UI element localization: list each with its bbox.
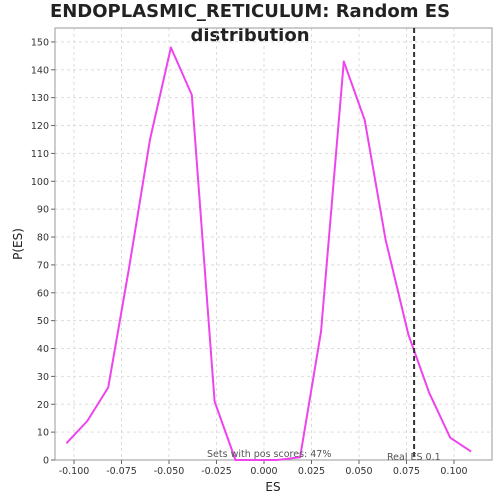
- y-tick-label: 90: [37, 205, 49, 216]
- x-tick-label: 0.075: [393, 466, 420, 477]
- plot-frame: [54, 27, 493, 461]
- y-tick-label: 80: [37, 233, 49, 244]
- y-tick-label: 30: [37, 372, 49, 383]
- y-tick-label: 10: [37, 428, 49, 439]
- y-axis: 0 10 20 30 40 50 60 70 80 90 100 110 120 130 140 150: [31, 37, 55, 467]
- x-axis: -0.100 -0.075 -0.050 -0.025 0.000 0.025 0.050 0…: [59, 460, 468, 477]
- es-distribution-line: [65, 46, 472, 461]
- real-es-annotation: Real ES 0.1: [387, 452, 441, 463]
- series-layer: [65, 46, 472, 461]
- y-tick-label: 130: [31, 93, 49, 104]
- x-tick-label: -0.025: [201, 466, 232, 477]
- y-tick-label: 120: [31, 121, 49, 132]
- y-tick-label: 110: [31, 149, 49, 160]
- pos-scores-annotation: Sets with pos scores: 47%: [207, 449, 331, 460]
- y-tick-label: 100: [31, 177, 49, 188]
- y-axis-label: P(ES): [11, 228, 25, 260]
- x-tick-label: -0.050: [154, 466, 185, 477]
- x-axis-label: ES: [265, 480, 280, 494]
- x-tick-label: 0.100: [440, 466, 467, 477]
- x-tick-label: -0.100: [59, 466, 90, 477]
- x-tick-label: 0.000: [250, 466, 277, 477]
- chart-title: ENDOPLASMIC_RETICULUM: Random ES distrib…: [49, 1, 451, 46]
- y-tick-label: 70: [37, 260, 49, 271]
- y-tick-label: 50: [37, 316, 49, 327]
- y-tick-label: 40: [37, 344, 49, 355]
- grid-layer: [55, 28, 492, 460]
- x-tick-label: -0.075: [106, 466, 137, 477]
- y-tick-label: 140: [31, 65, 49, 76]
- y-tick-label: 150: [31, 37, 49, 48]
- x-tick-label: 0.050: [345, 466, 372, 477]
- y-tick-label: 20: [37, 400, 49, 411]
- x-tick-label: 0.025: [298, 466, 325, 477]
- y-tick-label: 60: [37, 288, 49, 299]
- y-tick-label: 0: [43, 456, 49, 467]
